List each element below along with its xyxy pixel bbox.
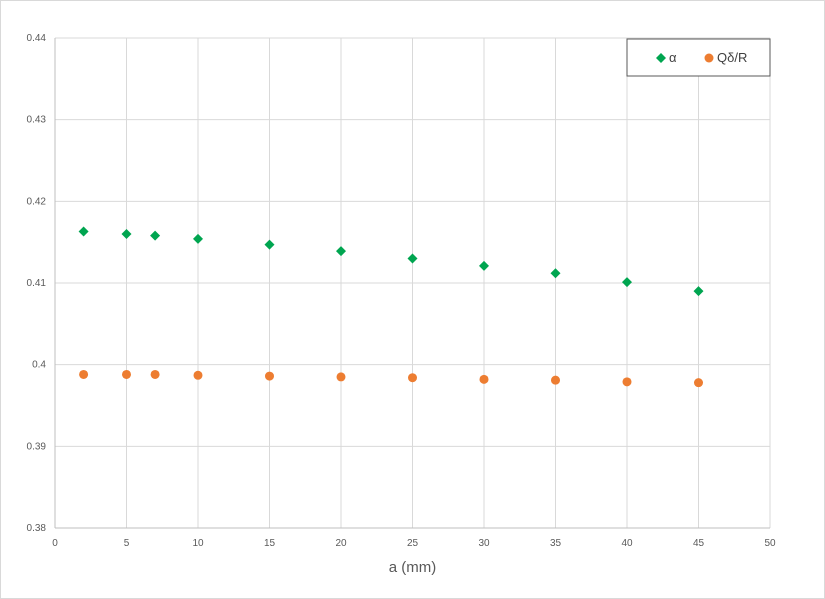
legend-marker <box>656 53 666 63</box>
data-point-series-1 <box>150 230 161 241</box>
x-axis-title: a (mm) <box>389 559 437 576</box>
data-point-series-2 <box>622 377 632 387</box>
data-point-series-1 <box>622 277 632 288</box>
x-tick-label: 0 <box>52 538 58 549</box>
data-point-series-1 <box>121 229 132 239</box>
y-tick-label: 0.44 <box>27 33 47 44</box>
data-point-series-1 <box>193 233 203 244</box>
data-point-series-1 <box>550 268 561 279</box>
data-point-series-2 <box>336 372 346 382</box>
data-point-series-2 <box>193 370 203 380</box>
axes <box>54 38 770 529</box>
data-point-series-2 <box>479 374 489 384</box>
tick-labels: 0.38 0.39 0.4 0.41 0.42 0.43 0.44 0 5 10 15 20 25 30 3… <box>27 33 776 549</box>
data-point-series-2 <box>265 371 274 381</box>
y-tick-label: 0.4 <box>32 360 46 371</box>
series-1 <box>78 226 704 297</box>
data-point-series-2 <box>150 369 160 379</box>
x-tick-label: 50 <box>764 538 776 549</box>
data-point-series-1 <box>264 239 275 250</box>
data-point-series-2 <box>694 378 703 388</box>
x-tick-label: 5 <box>124 538 130 549</box>
data-point-series-1 <box>78 226 89 237</box>
y-tick-label: 0.41 <box>27 278 47 289</box>
x-tick-label: 35 <box>550 538 562 549</box>
data-point-series-1 <box>693 286 704 297</box>
y-tick-label: 0.42 <box>27 196 47 207</box>
series-2 <box>79 369 703 388</box>
y-tick-label: 0.39 <box>27 441 47 452</box>
grid-lines <box>55 37 771 528</box>
y-tick-label: 0.38 <box>27 523 47 534</box>
legend: α Qδ/R <box>626 38 771 77</box>
data-point-series-2 <box>122 369 131 379</box>
legend-label: α <box>669 50 677 65</box>
legend-label: Qδ/R <box>717 50 747 65</box>
x-tick-label: 20 <box>335 538 347 549</box>
y-tick-label: 0.43 <box>27 115 47 126</box>
legend-marker <box>704 53 714 63</box>
x-tick-label: 15 <box>264 538 276 549</box>
x-tick-label: 40 <box>621 538 633 549</box>
x-tick-label: 10 <box>192 538 204 549</box>
data-point-series-1 <box>479 260 489 271</box>
data-points <box>78 226 704 388</box>
x-tick-label: 30 <box>478 538 490 549</box>
data-point-series-2 <box>551 375 560 385</box>
x-tick-label: 45 <box>693 538 705 549</box>
data-point-series-2 <box>408 373 417 383</box>
data-point-series-1 <box>407 253 418 264</box>
data-point-series-1 <box>336 246 346 257</box>
data-point-series-2 <box>79 369 89 379</box>
legend-box <box>626 38 771 77</box>
x-tick-label: 25 <box>407 538 419 549</box>
